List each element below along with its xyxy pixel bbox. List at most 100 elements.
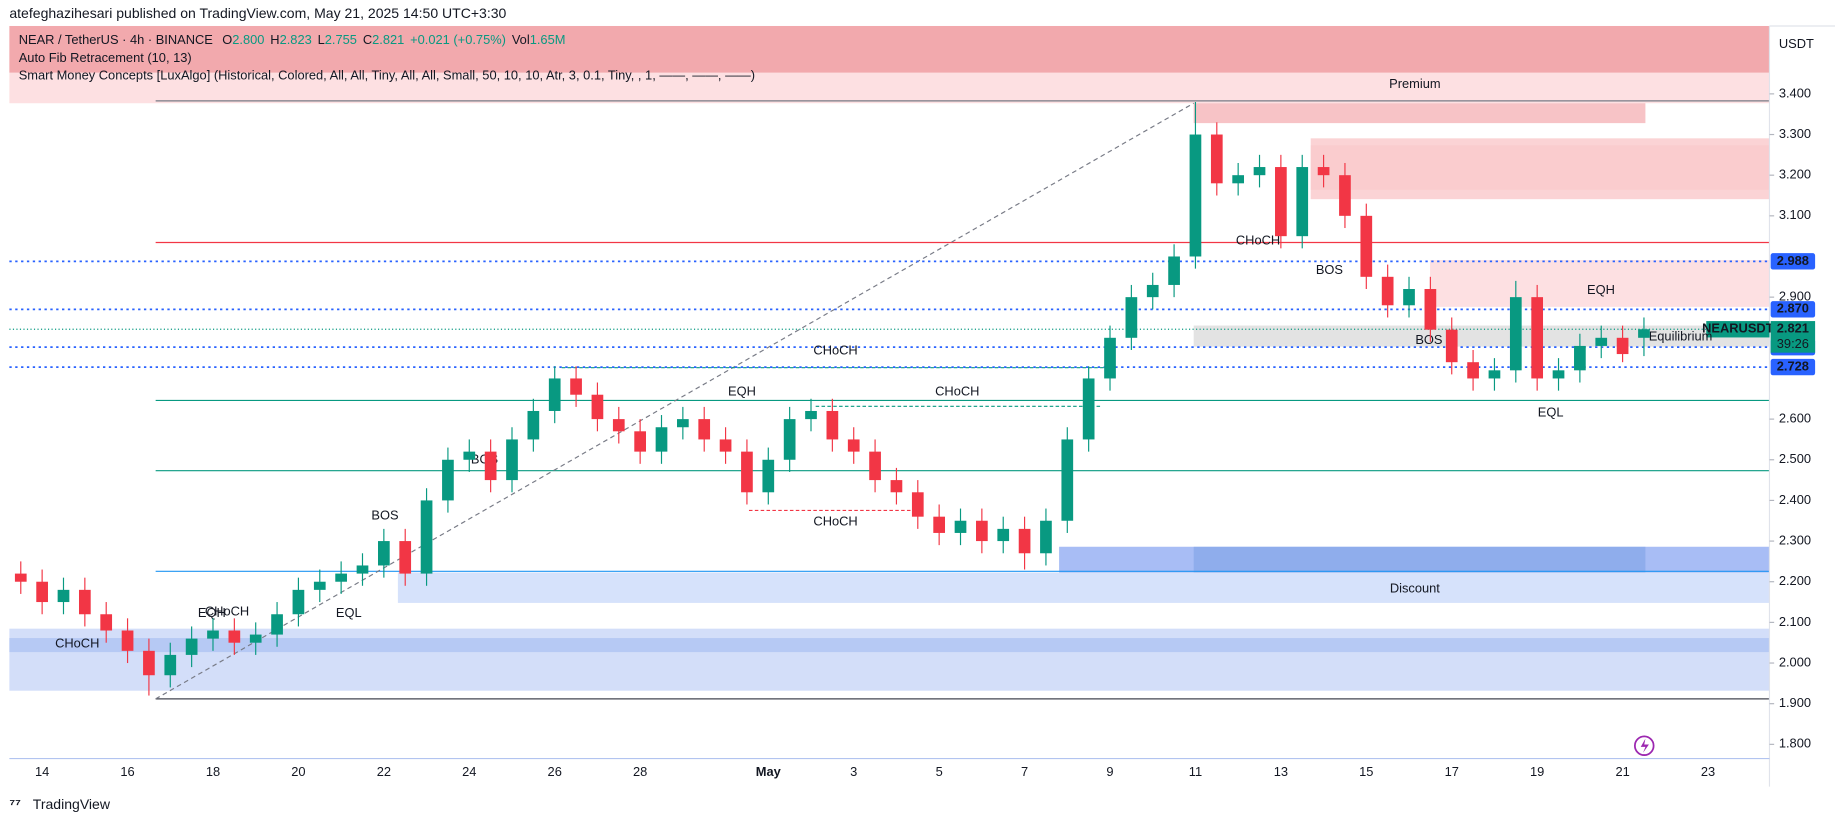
x-tick-label: 11 <box>1189 764 1202 779</box>
legend-value: 1.65M <box>530 33 566 48</box>
order-block <box>9 638 1770 653</box>
x-tick-label: 15 <box>1359 764 1373 779</box>
x-tick-label: 24 <box>462 764 476 779</box>
x-tick-label: 22 <box>377 764 391 779</box>
candle-body <box>741 451 753 493</box>
order-block <box>1430 260 1770 307</box>
legend-value: 2.823 <box>280 33 312 48</box>
annotation: BOS <box>371 508 398 523</box>
y-tick-label: 2.500 <box>1779 451 1811 466</box>
last-price-name: NEARUSDT <box>1702 321 1774 336</box>
candle-body <box>442 459 454 501</box>
annotation: CHoCH <box>813 514 857 529</box>
y-tick-label: 2.600 <box>1779 411 1811 426</box>
candle-body <box>997 528 1010 542</box>
indicator[interactable]: Auto Fib Retracement (10, 13) <box>19 50 192 65</box>
zones <box>9 25 1770 700</box>
candle-body <box>484 451 497 481</box>
candle-body <box>1552 370 1565 379</box>
annotation: EQH <box>198 605 226 620</box>
candle-body <box>228 630 241 643</box>
candle-body <box>1381 276 1394 306</box>
price-badge-bg <box>1770 253 1816 270</box>
candle-body <box>847 439 860 452</box>
candle-body <box>1403 289 1415 306</box>
annotation: CHoCH <box>935 384 979 399</box>
x-tick-label: 26 <box>548 764 562 779</box>
legend-label: H <box>270 33 279 48</box>
candle-body <box>506 439 518 481</box>
premium-zone <box>9 25 1770 73</box>
legend-label: C <box>363 33 372 48</box>
premium-zone-light <box>9 72 1770 104</box>
x-tick-label: 16 <box>120 764 134 779</box>
annotation: EQH <box>1587 282 1615 297</box>
last-price: 2.821 <box>1777 321 1809 336</box>
alert-icon[interactable] <box>1634 735 1655 756</box>
legend-label: L <box>318 33 325 48</box>
x-tick-label: May <box>756 764 782 779</box>
publisher: atefeghazihesari published on TradingVie… <box>9 5 506 21</box>
candle-body <box>890 480 903 493</box>
annotation: EQH <box>728 384 756 399</box>
candle-body <box>207 630 219 639</box>
candle-body <box>570 378 582 395</box>
axes <box>9 25 1835 787</box>
candle-body <box>57 589 70 603</box>
annotation: BOS <box>1316 262 1343 277</box>
countdown: 39:26 <box>1777 336 1809 351</box>
candle-body <box>591 394 604 420</box>
candle-body <box>14 573 27 582</box>
price-badge: 2.870 <box>1777 301 1809 316</box>
annotation: Discount <box>1390 580 1440 595</box>
order-block <box>9 628 1770 691</box>
candle-body <box>185 638 198 655</box>
legend-label: Vol <box>512 33 530 48</box>
candle-body <box>164 654 177 676</box>
candle-body <box>698 419 711 440</box>
x-tick-label: 7 <box>1021 764 1028 779</box>
indicator[interactable]: Smart Money Concepts [LuxAlgo] (Historic… <box>19 68 755 83</box>
candle-body <box>1232 175 1245 184</box>
x-tick-label: 21 <box>1615 764 1629 779</box>
candle-body <box>527 410 540 440</box>
annotation: CHoCH <box>1236 233 1280 248</box>
candle-body <box>1018 528 1031 554</box>
candle-body <box>548 378 561 411</box>
price-badge-bg <box>1770 301 1816 318</box>
x-tick-label: 23 <box>1701 764 1715 779</box>
candle-body <box>783 419 796 460</box>
candle-body <box>1616 337 1629 355</box>
candle-body <box>249 634 262 643</box>
discount-zone <box>397 572 1770 603</box>
candle-body <box>869 451 881 481</box>
candle-body <box>420 500 433 574</box>
candle-body <box>1467 362 1479 379</box>
candle-body <box>1125 297 1138 338</box>
candle-body <box>121 630 134 651</box>
x-tick-label: 5 <box>936 764 943 779</box>
y-tick-label: 2.900 <box>1779 289 1811 304</box>
order-block <box>1193 546 1646 573</box>
fib-trend-line <box>155 102 1194 700</box>
candle-body <box>1595 337 1608 346</box>
candle-body <box>976 520 988 542</box>
candle-body <box>1104 337 1116 379</box>
candle-body <box>1061 439 1074 521</box>
candle-body <box>36 581 48 603</box>
y-tick-label: 2.400 <box>1779 492 1811 507</box>
candle-body <box>1296 167 1309 237</box>
legend: NEAR / TetherUS · 4h · BINANCE O2.800 H2.8… <box>19 33 566 48</box>
candle-body <box>655 427 668 452</box>
candle-body <box>378 541 390 566</box>
y-tick-label: 1.800 <box>1779 736 1811 751</box>
y-tick-label: 2.300 <box>1779 532 1811 547</box>
candle-body <box>1531 297 1544 379</box>
y-tick-label: 3.300 <box>1779 126 1811 141</box>
candle-body <box>1424 289 1437 330</box>
candle-body <box>1082 378 1095 440</box>
price-badge-bg <box>1770 358 1816 376</box>
y-tick-label: 3.200 <box>1779 167 1811 182</box>
candle-body <box>826 410 839 440</box>
candle-body <box>805 410 817 420</box>
